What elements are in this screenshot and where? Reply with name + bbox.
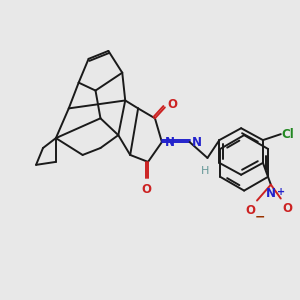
Text: O: O [283, 202, 293, 214]
Text: Cl: Cl [282, 128, 295, 141]
Text: +: + [277, 187, 285, 197]
Text: O: O [168, 98, 178, 111]
Text: N: N [192, 136, 202, 148]
Text: −: − [255, 210, 265, 224]
Text: H: H [201, 166, 210, 176]
Text: O: O [245, 203, 255, 217]
Text: O: O [141, 183, 151, 196]
Text: N: N [165, 136, 175, 148]
Text: N: N [266, 187, 276, 200]
